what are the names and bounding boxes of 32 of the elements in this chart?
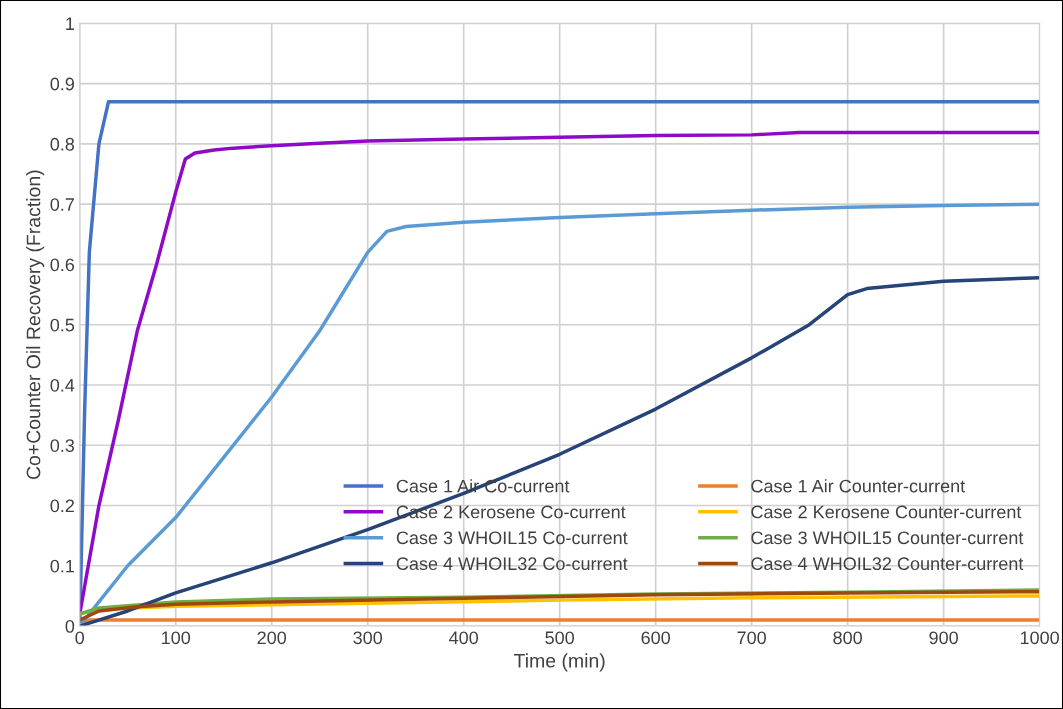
- y-tick-label: 0.2: [50, 499, 74, 513]
- y-tick-label: 0.8: [50, 137, 75, 151]
- x-tick-label: 700: [737, 631, 767, 645]
- x-tick-label: 200: [257, 631, 287, 645]
- legend-label: Case 3 WHOIL15 Co-current: [396, 531, 628, 545]
- y-tick-label: 0.5: [50, 318, 75, 332]
- y-tick-label: 0.3: [50, 439, 75, 452]
- x-tick-label: 500: [545, 631, 575, 645]
- y-tick-label: 1: [66, 17, 74, 30]
- x-tick-label: 900: [929, 631, 958, 645]
- legend-label: Case 3 WHOIL15 Counter-current: [751, 531, 1024, 545]
- y-tick-label: 0: [65, 619, 75, 633]
- y-tick-label: 0.9: [50, 77, 75, 91]
- legend-label: Case 4 WHOIL32 Co-current: [396, 557, 628, 571]
- y-axis-title: Co+Counter Oil Recovery (Fraction): [26, 170, 45, 480]
- x-tick-label: 300: [353, 631, 383, 645]
- x-tick-label: 100: [162, 631, 191, 645]
- y-tick-label: 0.7: [50, 198, 74, 211]
- legend-label: Case 2 Kerosene Counter-current: [751, 505, 1022, 519]
- x-tick-label: 0: [75, 631, 85, 645]
- y-tick-label: 0.4: [50, 378, 75, 392]
- y-tick-label: 0.1: [50, 559, 74, 573]
- x-axis-title: Time (min): [514, 653, 605, 672]
- y-tick-label: 0.6: [50, 258, 75, 272]
- legend-label: Case 1 Air Co-current: [396, 479, 570, 493]
- legend-label: Case 1 Air Counter-current: [751, 479, 966, 493]
- x-tick-label: 400: [449, 631, 479, 645]
- line-series: [79, 589, 1040, 622]
- x-tick-label: 1000: [1020, 631, 1059, 645]
- x-tick-label: 600: [641, 631, 671, 645]
- x-tick-label: 800: [833, 631, 862, 645]
- legend-label: Case 4 WHOIL32 Counter-current: [751, 557, 1024, 571]
